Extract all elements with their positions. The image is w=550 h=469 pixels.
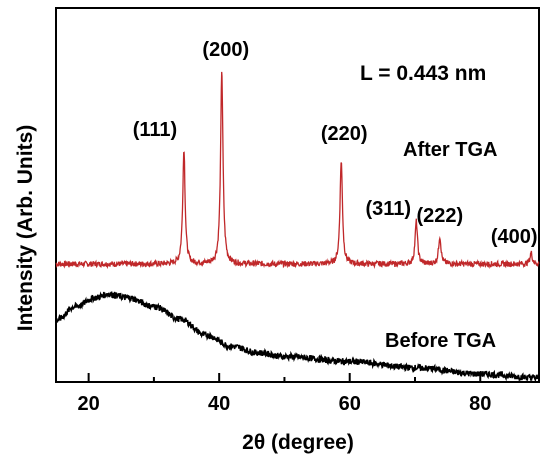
series-layer (55, 71, 540, 383)
y-axis-label: Intensity (Arb. Units) (14, 125, 37, 332)
plot-frame (55, 7, 540, 383)
peak-label: (111) (133, 119, 177, 141)
series-line-before-tga (55, 291, 540, 383)
series-line-after-tga (55, 71, 540, 270)
x-axis-label: 2θ (degree) (242, 431, 354, 454)
peak-label: (400) (491, 226, 538, 248)
x-tick-label: 40 (208, 393, 230, 415)
peak-label: (311) (365, 198, 411, 220)
peak-label: (220) (321, 123, 368, 145)
peak-label: (200) (202, 39, 249, 61)
x-tick-label: 80 (469, 393, 491, 415)
x-tick-label: 60 (339, 393, 361, 415)
peak-label: (222) (416, 205, 463, 227)
series-label-after-tga: After TGA (403, 139, 497, 161)
lattice-annotation: L = 0.443 nm (360, 62, 486, 85)
plot-area: 20 40 60 80 (55, 7, 540, 415)
labels-layer: After TGA Before TGA L = 0.443 nm 2θ (de… (14, 39, 538, 454)
x-tick-label: 20 (78, 393, 100, 415)
series-label-before-tga: Before TGA (385, 330, 496, 352)
